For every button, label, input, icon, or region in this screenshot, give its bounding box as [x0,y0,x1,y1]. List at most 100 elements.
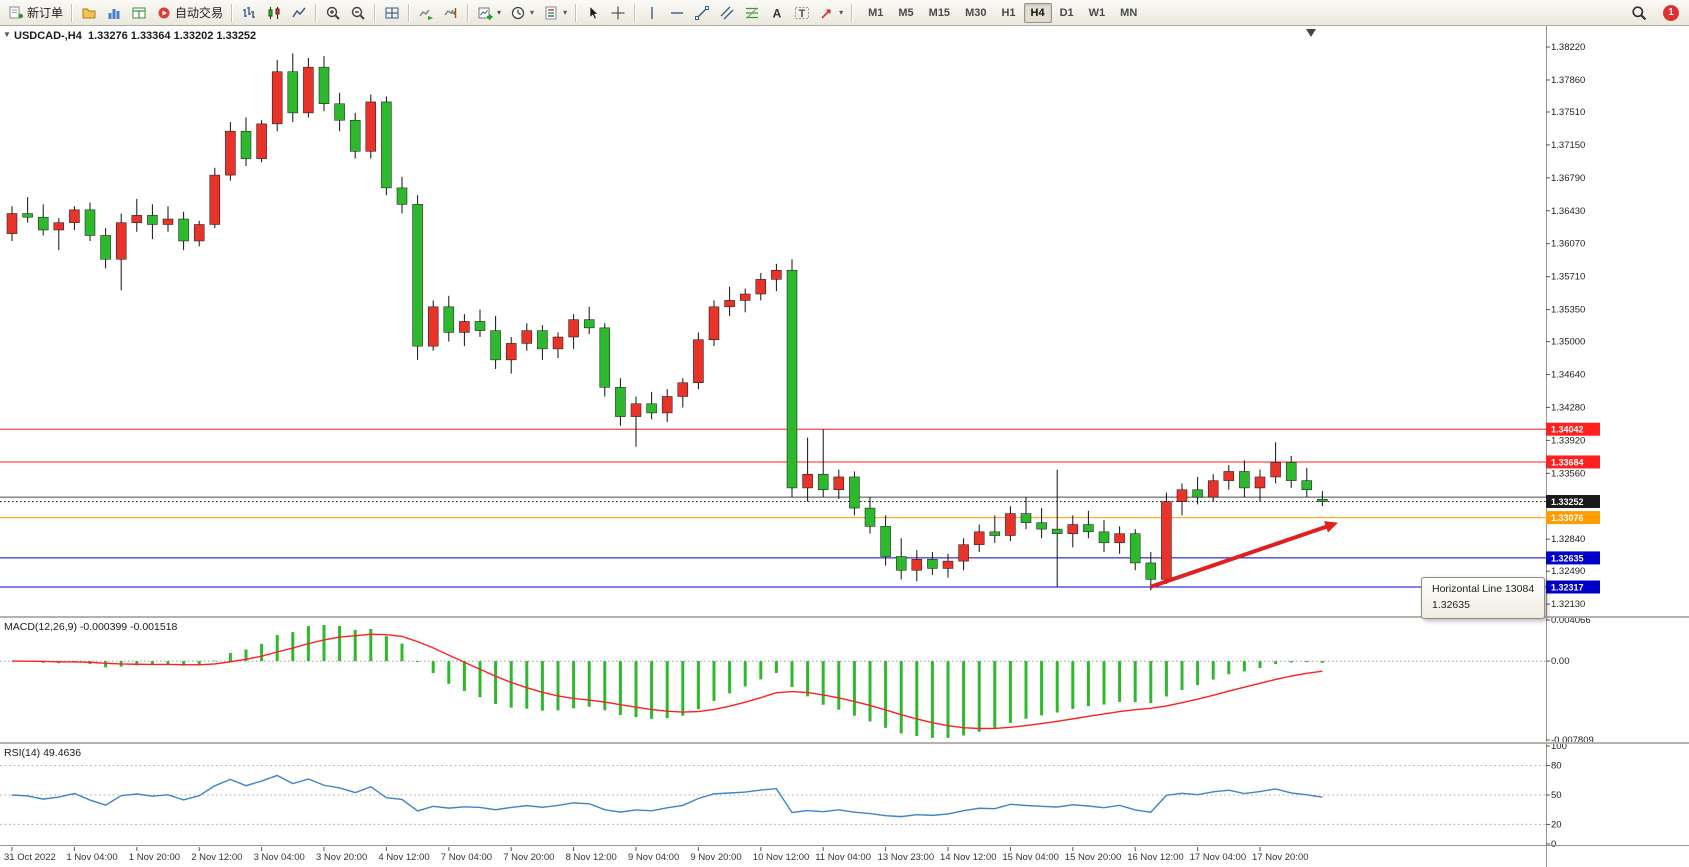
template-icon [545,6,557,19]
channel-icon [720,6,734,19]
auto-scroll-button[interactable] [414,2,438,24]
macd-histogram [26,624,1324,738]
zoom-out-button[interactable] [346,2,370,24]
text-label-button[interactable]: T [790,2,814,24]
tf-button-m15[interactable]: M15 [928,6,951,19]
svg-text:100: 100 [1551,741,1567,752]
arrows-dropdown-caret[interactable]: ▾ [839,8,844,17]
line-chart-icon [292,7,306,17]
svg-text:8 Nov 12:00: 8 Nov 12:00 [566,852,617,863]
svg-text:15 Nov 20:00: 15 Nov 20:00 [1065,852,1122,863]
tf-button-w1[interactable]: W1 [1088,6,1106,19]
search-button[interactable] [1627,2,1651,24]
hline-icon [671,11,684,14]
price-tag [1546,580,1600,594]
svg-text:7 Nov 04:00: 7 Nov 04:00 [441,852,492,863]
toolbar-separator [408,3,411,22]
svg-text:14 Nov 12:00: 14 Nov 12:00 [940,852,997,863]
trend-arrow-head [1324,521,1338,533]
time-axis[interactable] [0,847,1689,867]
panel-splitter[interactable] [0,616,1689,618]
new-chart-button[interactable]: ▾ [473,2,505,24]
toolbar-separator [231,3,234,22]
svg-text:1.38220: 1.38220 [1551,42,1585,53]
chart-shift-button[interactable] [439,2,463,24]
object-tooltip: Horizontal Line 13084 1.32635 [1421,577,1546,619]
equidistant-channel-button[interactable] [715,2,739,24]
svg-text:3 Nov 04:00: 3 Nov 04:00 [254,852,305,863]
panel-splitter[interactable] [0,845,1689,846]
chart-shift-marker[interactable] [1306,29,1316,37]
svg-text:0.00: 0.00 [1551,656,1570,667]
svg-text:1.32130: 1.32130 [1551,599,1585,610]
horizontal-lines [0,428,1546,588]
candles-icon [268,6,280,19]
tf-button-mn[interactable]: MN [1120,6,1138,19]
svg-text:A: A [773,6,782,20]
price-tag [1546,511,1600,525]
tf-button-h1[interactable]: H1 [1001,6,1016,19]
price-axis[interactable] [1546,26,1689,867]
chart-title: USDCAD-,H4 1.33276 1.33364 1.33202 1.332… [14,30,257,42]
macd-panel[interactable] [0,618,1689,742]
text-button[interactable]: A [765,2,789,24]
template-dropdown-caret[interactable]: ▾ [563,8,568,17]
price-tag [1546,422,1600,436]
toolbar-separator [467,3,470,22]
auto-trading-button[interactable]: 自动交易 [152,2,227,24]
candlestick-chart-button[interactable] [262,2,286,24]
svg-text:17 Nov 20:00: 17 Nov 20:00 [1252,852,1309,863]
fibonacci-button[interactable] [740,2,764,24]
line-chart-button[interactable] [287,2,311,24]
svg-text:1.35350: 1.35350 [1551,305,1585,316]
profiles-button[interactable] [77,2,101,24]
svg-text:1.33684: 1.33684 [1551,457,1584,467]
tf-button-d1[interactable]: D1 [1059,6,1074,19]
period-dropdown-caret[interactable]: ▾ [530,8,535,17]
notification-badge[interactable]: 1 [1663,4,1679,21]
svg-text:50: 50 [1551,790,1562,801]
vline-icon [651,6,653,19]
period-button[interactable]: ▾ [506,2,538,24]
new-chart-dropdown-caret[interactable]: ▾ [497,8,502,17]
tf-button-h4[interactable]: H4 [1023,2,1052,23]
tile-windows-button[interactable] [380,2,404,24]
tf-button-m5[interactable]: M5 [898,6,914,19]
tf-button-m1[interactable]: M1 [868,6,884,19]
macd-label: MACD(12,26,9) -0.000399 -0.001518 [4,621,178,633]
rsi-levels [0,765,1546,825]
time-axis-labels: 31 Oct 2022 1 Nov 04:00 1 Nov 20:00 2 Nov 1… [4,847,1309,863]
cursor-button[interactable] [581,2,605,24]
crosshair-icon [611,6,625,19]
svg-text:4 Nov 12:00: 4 Nov 12:00 [378,852,429,863]
toolbar-buttons: 新订单 自动交易 ▾ ▾ ▾ A T ▾ [4,2,856,24]
svg-text:1.32840: 1.32840 [1551,534,1585,545]
arrows-button[interactable]: ▾ [815,2,847,24]
tf-button-m30[interactable]: M30 [965,6,987,19]
toolbar: 新订单 自动交易 ▾ ▾ ▾ A T ▾ M1 M5 M15 M30 H1 H4 D1 W1 MN 1 [0,0,1689,26]
market-watch-button[interactable] [102,2,126,24]
crosshair-button[interactable] [606,2,630,24]
bar-chart-icon [243,6,256,18]
svg-text:1.33560: 1.33560 [1551,468,1585,479]
one-click-trading-toggle[interactable]: ▼ [3,30,11,39]
cursor-icon [589,5,599,19]
auto-scroll-icon [419,9,434,20]
new-order-button[interactable]: 新订单 [4,2,67,24]
zoom-in-button[interactable] [321,2,345,24]
trend-arrow[interactable] [1150,523,1331,589]
svg-text:0: 0 [1551,839,1556,850]
svg-text:1.32635: 1.32635 [1551,553,1584,563]
bar-chart-button[interactable] [237,2,261,24]
vertical-line-button[interactable] [640,2,664,24]
template-button[interactable]: ▾ [539,2,571,24]
data-window-button[interactable] [127,2,151,24]
trendline-button[interactable] [690,2,714,24]
rsi-panel[interactable] [0,744,1689,846]
svg-text:16 Nov 12:00: 16 Nov 12:00 [1127,852,1184,863]
auto-trading-icon [158,7,170,18]
panel-splitter[interactable] [0,742,1689,744]
horizontal-line-button[interactable] [665,2,689,24]
